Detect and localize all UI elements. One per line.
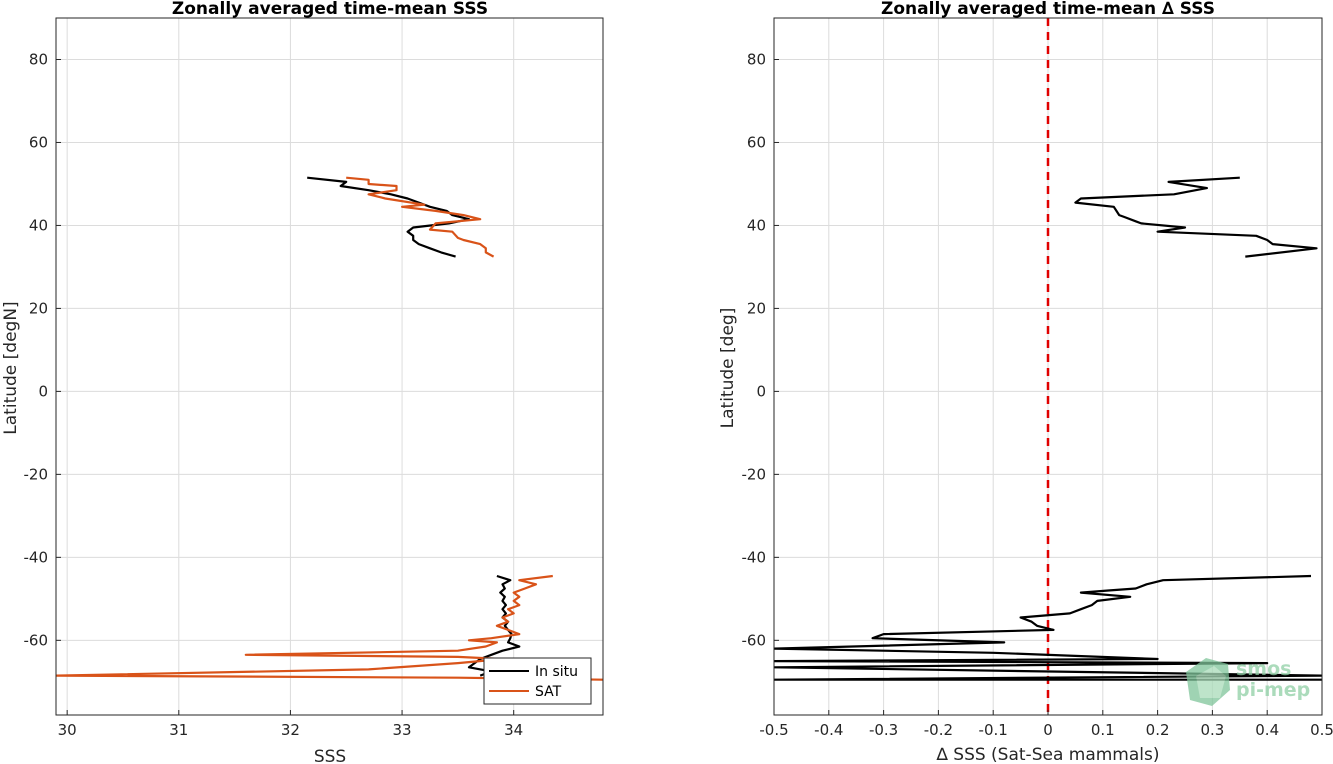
delta-sss-panel: -0.5 -0.4 -0.3 -0.2 -0.1 0 0.1 0.2 0.3 0.4 0.5 80 6…: [718, 0, 1333, 764]
delta-sss-x-tick-label: -0.5: [759, 721, 788, 739]
sss-x-tick-label: 30: [58, 721, 77, 739]
sss-y-tick-label: 60: [29, 133, 48, 151]
sss-y-tick-label: 40: [29, 216, 48, 234]
sss-x-tick-label: 34: [504, 721, 523, 739]
delta-sss-y-tick-label: -40: [742, 548, 767, 566]
delta-sss-x-tick-label: -0.1: [979, 721, 1008, 739]
delta-series-line: [1074, 176, 1318, 258]
sss-y-axis-label: Latitude [degN]: [1, 301, 21, 434]
sss-y-ticks: 80 60 40 20 0 -20 -40 -60: [24, 50, 61, 649]
delta-sss-y-tick-label: 60: [747, 133, 766, 151]
sss-gridlines: [56, 18, 603, 715]
delta-sss-series: [774, 176, 1322, 681]
sss-axes-frame: [55, 17, 604, 716]
sss-y-tick-label: 0: [38, 382, 48, 400]
sat-series-line: [346, 176, 495, 258]
sss-panel: 30 31 32 33 34 80 60 40 20 0 -20 -40 -60 Zonally av…: [1, 0, 604, 764]
delta-sss-x-tick-label: -0.3: [869, 721, 898, 739]
sat-series-line: [56, 574, 603, 681]
delta-sss-x-tick-label: 0: [1043, 721, 1053, 739]
delta-sss-x-tick-label: 0.4: [1255, 721, 1279, 739]
delta-sss-y-tick-label: 40: [747, 216, 766, 234]
legend: In situ SAT: [483, 657, 592, 705]
delta-sss-y-tick-label: 20: [747, 299, 766, 317]
logo-text-smos: smos: [1236, 658, 1291, 680]
delta-sss-y-axis-label: Latitude [deg]: [718, 308, 738, 429]
sss-x-tick-label: 31: [169, 721, 188, 739]
delta-sss-x-tick-label: 0.1: [1091, 721, 1115, 739]
sss-y-tick-label: -60: [24, 631, 49, 649]
sss-x-axis-label: SSS: [314, 747, 346, 764]
delta-sss-y-tick-label: 0: [756, 382, 766, 400]
delta-series-line: [774, 574, 1322, 681]
sss-y-tick-label: 20: [29, 299, 48, 317]
sss-x-tick-label: 33: [393, 721, 412, 739]
delta-sss-y-tick-label: -20: [742, 465, 767, 483]
delta-sss-x-ticks: -0.5 -0.4 -0.3 -0.2 -0.1 0 0.1 0.2 0.3 0.4 0.5: [759, 710, 1333, 739]
delta-sss-x-axis-label: ∆ SSS (Sat-Sea mammals): [936, 745, 1160, 764]
legend-box: [483, 657, 592, 705]
delta-sss-x-tick-label: 0.2: [1146, 721, 1170, 739]
delta-sss-x-tick-label: -0.4: [814, 721, 843, 739]
legend-label-in-situ: In situ: [535, 664, 578, 680]
delta-sss-x-tick-label: 0.5: [1310, 721, 1333, 739]
delta-sss-x-tick-label: -0.2: [924, 721, 953, 739]
logo-text-pi-mep: pi-mep: [1236, 679, 1310, 701]
delta-sss-chart-title: Zonally averaged time-mean ∆ SSS: [881, 0, 1215, 19]
delta-sss-y-tick-label: -60: [742, 631, 767, 649]
sss-y-tick-label: -40: [24, 548, 49, 566]
in-situ-series-line: [307, 176, 471, 258]
sss-y-tick-label: 80: [29, 50, 48, 68]
sss-chart-title: Zonally averaged time-mean SSS: [172, 0, 488, 19]
legend-label-sat: SAT: [535, 684, 562, 700]
sss-series: [56, 176, 603, 681]
delta-sss-y-ticks: 80 60 40 20 0 -20 -40 -60: [742, 50, 779, 649]
smos-pi-mep-logo: smos pi-mep: [1186, 658, 1310, 706]
delta-sss-x-tick-label: 0.3: [1200, 721, 1224, 739]
logo-shape-inner: [1196, 666, 1226, 698]
sss-y-tick-label: -20: [24, 465, 49, 483]
sss-x-ticks: 30 31 32 33 34: [58, 710, 523, 739]
delta-sss-y-tick-label: 80: [747, 50, 766, 68]
sss-x-tick-label: 32: [281, 721, 300, 739]
